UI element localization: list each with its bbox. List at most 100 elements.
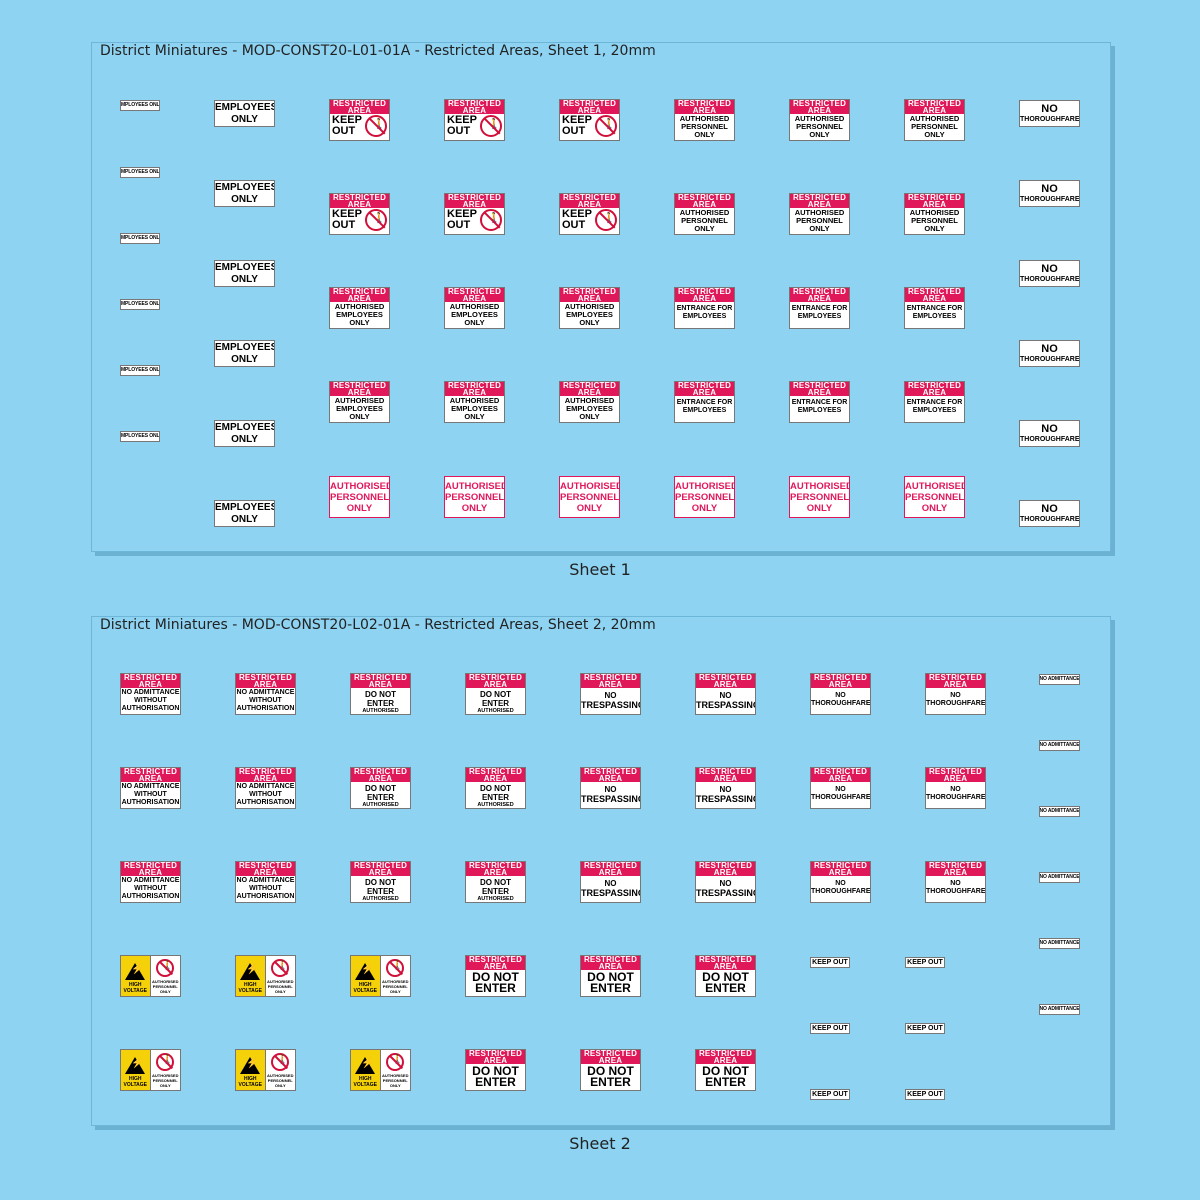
no-thoroughfare-sign: RESTRICTED AREA NO THOROUGHFARE <box>925 673 986 715</box>
sign-text-line: THOROUGHFARE <box>926 794 986 801</box>
restricted-area-header: RESTRICTED AREA <box>445 382 504 397</box>
restricted-label: RESTRICTED <box>583 955 638 964</box>
sign-text-line: PERSONNEL <box>445 491 505 503</box>
restricted-label: RESTRICTED <box>792 99 847 108</box>
keep-out-text: KEEP OUT <box>447 209 477 231</box>
restricted-label: RESTRICTED <box>677 287 732 296</box>
sign-text-line: DO NOT ENTER <box>479 784 512 802</box>
authorised-personnel-only-sign: AUTHORISED PERSONNEL ONLY <box>329 476 390 518</box>
sign-text-line: NO ADMITTANCE <box>236 877 295 884</box>
sign-text-line: VOLTAGE <box>123 988 147 994</box>
restricted-area-header: RESTRICTED AREA <box>790 99 849 115</box>
keep-out-text: KEEP OUT <box>332 115 362 137</box>
restricted-area-header: RESTRICTED AREA <box>581 674 640 689</box>
sign-text-line: NO ADMITTANCE <box>236 783 295 790</box>
no-entry-person-icon: 🚶 <box>480 115 502 137</box>
sign-text-line: ENTRANCE FOR <box>676 305 733 312</box>
sign-text-line: ONLY <box>346 502 373 514</box>
restricted-label: RESTRICTED <box>698 1049 753 1058</box>
area-label: AREA <box>943 774 968 783</box>
sign-text-line: AUTHORISED <box>564 396 615 405</box>
sign-text-line: NO <box>1041 263 1058 275</box>
sign-text-line: PERSONNEL <box>330 491 390 503</box>
no-thoroughfare-sign: NO THOROUGHFARE <box>1019 180 1080 207</box>
sign-body: DO NOT ENTERAUTHORISEDPERSONNEL ONLY <box>466 876 525 902</box>
sign-body: AUTHORISED EMPLOYEES ONLY <box>445 396 504 421</box>
no-trespassing-sign: RESTRICTED AREA NO TRESPASSING <box>695 861 756 903</box>
no-entry-person-icon: 🚶 <box>156 1053 175 1071</box>
sign-text-line: HIGH <box>129 1076 142 1082</box>
sign-text-line: PERSONNEL <box>681 216 728 225</box>
sign-text-line: KEEP <box>562 208 592 220</box>
employees-only-sign: EMPLOYEES ONLY <box>214 260 275 287</box>
no-thoroughfare-sign: NO THOROUGHFARE <box>1019 100 1080 127</box>
sign-text-line: AUTHORISATION <box>236 893 295 900</box>
sign-text-line: DO NOT ENTER <box>364 878 397 896</box>
area-label: AREA <box>368 774 393 783</box>
sign-text-line: AUTHORISED <box>477 802 514 808</box>
restricted-label: RESTRICTED <box>123 673 178 682</box>
sign-text-line: THOROUGHFARE <box>1020 276 1080 283</box>
sign-text-line: ONLY <box>806 502 833 514</box>
restricted-label: RESTRICTED <box>468 861 523 870</box>
sign-body: ENTRANCE FOR EMPLOYEES <box>790 396 849 415</box>
sign-text-line: DO NOT <box>587 970 634 984</box>
sign-text-line: ONLY <box>694 130 715 139</box>
sign-text-line: ENTRANCE FOR <box>906 399 963 406</box>
area-label: AREA <box>922 200 947 209</box>
sign-text-line: ONLY <box>231 273 258 285</box>
sign-body: DO NOT ENTERAUTHORISEDPERSONNEL ONLY <box>351 876 410 902</box>
entrance-for-employees-sign: RESTRICTED AREA ENTRANCE FOR EMPLOYEES <box>789 381 850 423</box>
sheet-2-title: District Miniatures - MOD-CONST20-L02-01… <box>100 617 656 633</box>
area-label: AREA <box>713 774 738 783</box>
sign-text-line: HIGH <box>359 982 372 988</box>
area-label: AREA <box>943 680 968 689</box>
restricted-label: RESTRICTED <box>562 381 617 390</box>
sign-text-line: DO NOT <box>702 1064 749 1078</box>
area-label: AREA <box>347 294 372 303</box>
restricted-label: RESTRICTED <box>907 99 962 108</box>
sign-text-line: WITHOUT <box>134 697 167 704</box>
sign-text-line: PERSONNEL <box>267 1078 293 1083</box>
restricted-area-header: RESTRICTED AREA <box>466 861 525 877</box>
sign-text-line: AUTHORISED <box>362 802 399 808</box>
no-admittance-tiny-sign: NO ADMITTANCE <box>1039 806 1080 817</box>
high-voltage-sign: ⚡ HIGH VOLTAGE 🚶 AUTHORISED PERSONNEL ONLY <box>350 1049 411 1091</box>
area-label: AREA <box>713 1056 738 1065</box>
restricted-area-header: RESTRICTED AREA <box>330 382 389 397</box>
sign-text-line: THOROUGHFARE <box>1020 196 1080 203</box>
authorised-employees-sign: RESTRICTED AREA AUTHORISED EMPLOYEES ONLY <box>559 287 620 329</box>
sign-text-line: PERSONNEL ONLY <box>351 808 410 809</box>
sign-text-line: ONLY <box>924 130 945 139</box>
keep-out-text: KEEP OUT <box>332 209 362 231</box>
no-entry-person-icon: 🚶 <box>386 1053 405 1071</box>
sign-body: DO NOT ENTER <box>696 1064 755 1088</box>
sign-text-line: AUTHORISED <box>445 480 505 492</box>
sign-text-line: AUTHORISED <box>362 896 399 902</box>
sign-text-line: NO <box>1041 103 1058 115</box>
restricted-area-header: RESTRICTED AREA <box>445 100 504 115</box>
entrance-for-employees-sign: RESTRICTED AREA ENTRANCE FOR EMPLOYEES <box>904 381 965 423</box>
restricted-label: RESTRICTED <box>907 193 962 202</box>
sign-body: DO NOT ENTER <box>581 1064 640 1088</box>
keep-out-sign: RESTRICTED AREA KEEP OUT 🚶 <box>329 193 390 235</box>
restricted-label: RESTRICTED <box>907 287 962 296</box>
keep-out-body: KEEP OUT 🚶 <box>330 208 389 231</box>
sign-text-line: PERSONNEL <box>152 1078 178 1083</box>
sign-text-line: AUTHORISED <box>382 979 409 984</box>
no-entry-person-icon: 🚶 <box>480 209 502 231</box>
sign-text-line: ONLY <box>231 353 258 365</box>
restricted-label: RESTRICTED <box>238 861 293 870</box>
sign-body: NO TRESPASSING <box>581 782 640 805</box>
keep-out-tiny-sign: KEEP OUT <box>810 1023 850 1034</box>
sign-text-line: ONLY <box>461 502 488 514</box>
restricted-area-header: RESTRICTED AREA <box>811 862 870 877</box>
restricted-area-header: RESTRICTED AREA <box>926 862 985 877</box>
sign-text-line: AUTHORISED <box>334 302 385 311</box>
sign-text-line: NO ADMITTANCE <box>236 689 295 696</box>
area-label: AREA <box>922 106 947 115</box>
restricted-label: RESTRICTED <box>332 287 387 296</box>
sign-text-line: DO NOT <box>472 1064 519 1078</box>
restricted-area-header: RESTRICTED AREA <box>811 768 870 783</box>
